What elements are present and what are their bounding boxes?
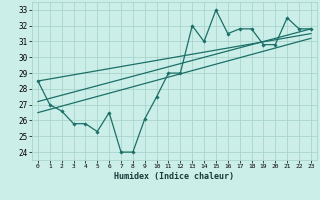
X-axis label: Humidex (Indice chaleur): Humidex (Indice chaleur): [115, 172, 234, 181]
